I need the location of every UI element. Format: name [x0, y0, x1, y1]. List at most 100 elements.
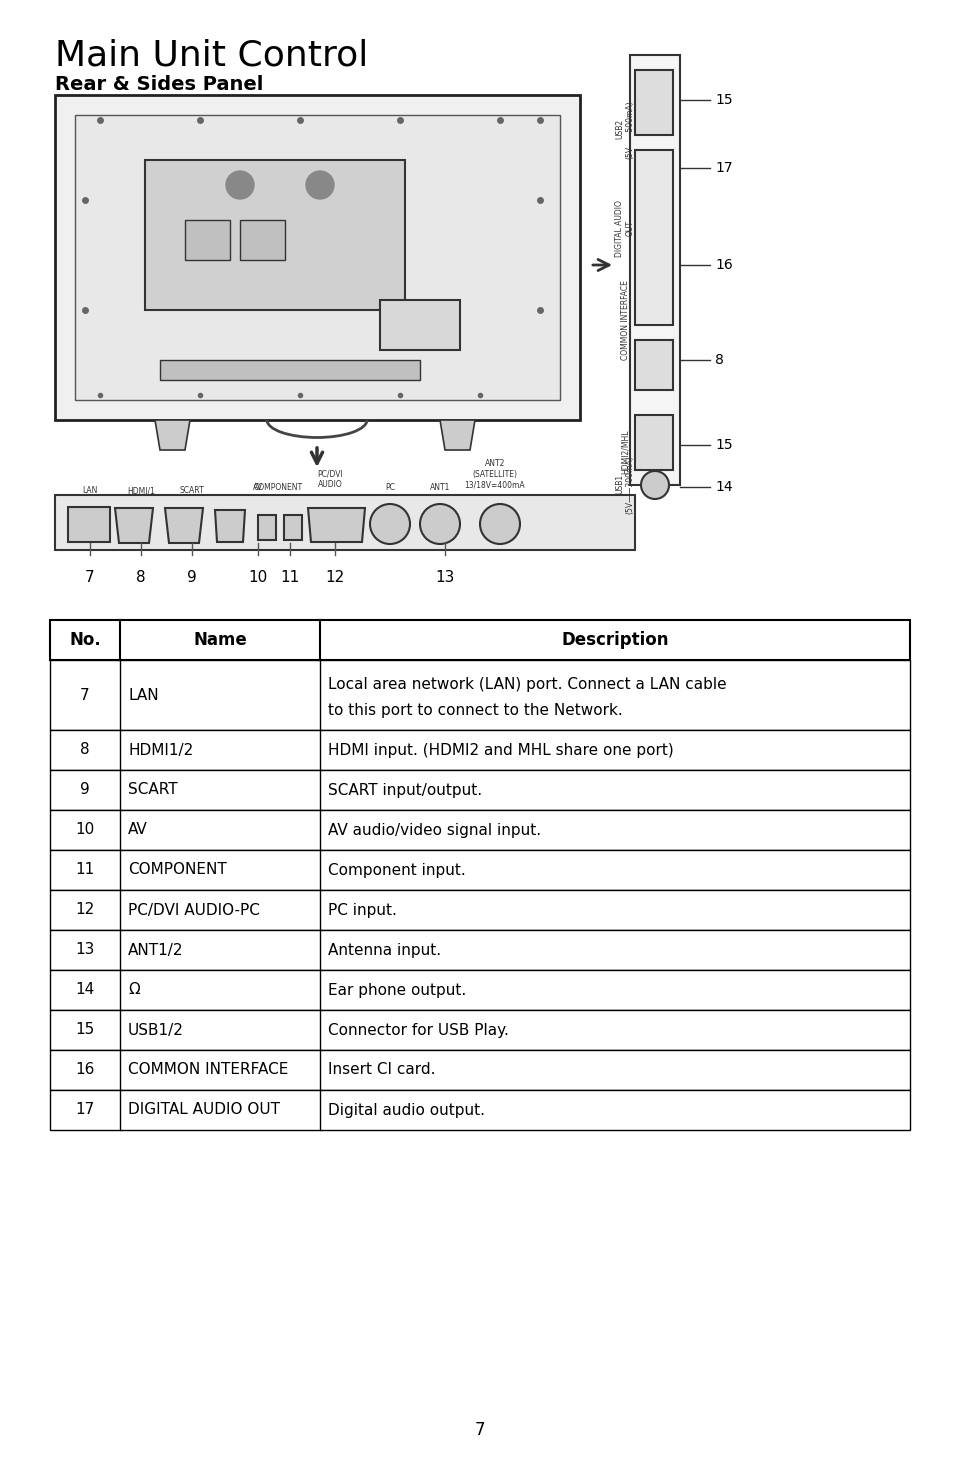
Text: Ear phone output.: Ear phone output. — [328, 982, 467, 998]
Polygon shape — [308, 508, 365, 541]
Text: HDMI input. (HDMI2 and MHL share one port): HDMI input. (HDMI2 and MHL share one por… — [328, 743, 674, 757]
Text: 7: 7 — [475, 1421, 485, 1439]
Bar — [145, 160, 405, 309]
Text: ANT1: ANT1 — [430, 483, 450, 492]
Polygon shape — [215, 511, 245, 541]
Text: 10: 10 — [76, 823, 95, 837]
Text: 12: 12 — [325, 570, 345, 585]
Bar — [240, 220, 285, 260]
Text: 11: 11 — [280, 570, 300, 585]
Text: 9: 9 — [187, 570, 197, 585]
Text: AV: AV — [253, 483, 263, 492]
Bar — [635, 414, 673, 470]
Text: 16: 16 — [715, 258, 732, 271]
Circle shape — [641, 471, 669, 499]
Text: Component input.: Component input. — [328, 862, 466, 877]
Bar — [50, 1010, 910, 1050]
Circle shape — [306, 171, 334, 198]
Text: COMMON INTERFACE: COMMON INTERFACE — [620, 280, 630, 360]
Text: Description: Description — [562, 630, 669, 649]
Text: PC input.: PC input. — [328, 903, 396, 918]
Polygon shape — [155, 420, 190, 449]
Text: 8: 8 — [715, 353, 724, 368]
Text: 16: 16 — [75, 1062, 95, 1078]
Text: 10: 10 — [249, 570, 268, 585]
Text: Insert CI card.: Insert CI card. — [328, 1062, 436, 1078]
Text: AV audio/video signal input.: AV audio/video signal input. — [328, 823, 541, 837]
Text: COMMON INTERFACE: COMMON INTERFACE — [128, 1062, 288, 1078]
Bar — [284, 515, 302, 540]
Text: 17: 17 — [76, 1103, 95, 1118]
Text: Local area network (LAN) port. Connect a LAN cable: Local area network (LAN) port. Connect a… — [328, 677, 727, 692]
Bar — [258, 515, 276, 540]
Text: 8: 8 — [81, 743, 90, 757]
Bar — [50, 620, 910, 659]
Bar — [50, 659, 910, 730]
Bar — [635, 150, 673, 325]
Bar — [50, 851, 910, 890]
Polygon shape — [115, 508, 153, 543]
Text: 7: 7 — [81, 687, 90, 702]
Text: 17: 17 — [715, 160, 732, 175]
Text: USB1
(5V——300mA): USB1 (5V——300mA) — [615, 455, 635, 514]
Text: 15: 15 — [76, 1023, 95, 1037]
Bar — [380, 301, 460, 350]
Text: 9: 9 — [80, 782, 90, 798]
Bar — [50, 730, 910, 770]
Text: 13: 13 — [75, 943, 95, 957]
Text: HDMI1/2: HDMI1/2 — [128, 743, 193, 757]
Text: ANT1/2: ANT1/2 — [128, 943, 183, 957]
Text: DIGITAL AUDIO OUT: DIGITAL AUDIO OUT — [128, 1103, 280, 1118]
Text: PC/DVI AUDIO-PC: PC/DVI AUDIO-PC — [128, 903, 260, 918]
Text: HDMI2/MHL: HDMI2/MHL — [620, 430, 630, 474]
Text: Name: Name — [193, 630, 247, 649]
Text: 14: 14 — [715, 480, 732, 495]
Circle shape — [420, 503, 460, 544]
Polygon shape — [165, 508, 203, 543]
Text: 13: 13 — [435, 570, 455, 585]
Circle shape — [370, 503, 410, 544]
Circle shape — [226, 171, 254, 198]
Text: English: English — [7, 311, 20, 360]
Text: 11: 11 — [76, 862, 95, 877]
Circle shape — [480, 503, 520, 544]
Text: USB2
(5V——500mA): USB2 (5V——500mA) — [615, 101, 635, 159]
Text: COMPONENT: COMPONENT — [128, 862, 227, 877]
Text: 14: 14 — [76, 982, 95, 998]
Bar — [55, 95, 580, 420]
Text: Antenna input.: Antenna input. — [328, 943, 442, 957]
Text: No.: No. — [69, 630, 101, 649]
Text: SCART: SCART — [128, 782, 178, 798]
Text: HDMI/1: HDMI/1 — [127, 486, 155, 495]
Text: Main Unit Control: Main Unit Control — [55, 38, 369, 71]
Text: COMPONENT: COMPONENT — [253, 483, 302, 492]
Circle shape — [639, 155, 671, 185]
Text: ANT2
(SATELLITE)
13/18V=400mA: ANT2 (SATELLITE) 13/18V=400mA — [465, 460, 525, 489]
Bar — [50, 970, 910, 1010]
Bar — [50, 890, 910, 929]
Text: LAN: LAN — [83, 486, 98, 495]
Bar — [185, 220, 230, 260]
Bar — [50, 1050, 910, 1090]
Bar — [75, 115, 560, 400]
Text: 15: 15 — [715, 438, 732, 452]
Text: Ω: Ω — [128, 982, 140, 998]
Bar — [50, 770, 910, 810]
Text: Rear & Sides Panel: Rear & Sides Panel — [55, 74, 263, 93]
Text: PC/DVI
AUDIO: PC/DVI AUDIO — [317, 470, 343, 489]
Text: 7: 7 — [85, 570, 95, 585]
Text: SCART input/output.: SCART input/output. — [328, 782, 482, 798]
Text: 8: 8 — [136, 570, 146, 585]
Text: Connector for USB Play.: Connector for USB Play. — [328, 1023, 509, 1037]
Bar — [50, 810, 910, 851]
Bar — [55, 495, 635, 550]
Bar — [630, 55, 680, 484]
Bar — [635, 340, 673, 390]
Text: 15: 15 — [715, 93, 732, 107]
Text: PC: PC — [385, 483, 395, 492]
Polygon shape — [440, 420, 475, 449]
Bar — [50, 1090, 910, 1131]
Text: Digital audio output.: Digital audio output. — [328, 1103, 485, 1118]
Text: DIGITAL AUDIO
OUT: DIGITAL AUDIO OUT — [615, 200, 635, 257]
Text: 12: 12 — [76, 903, 95, 918]
